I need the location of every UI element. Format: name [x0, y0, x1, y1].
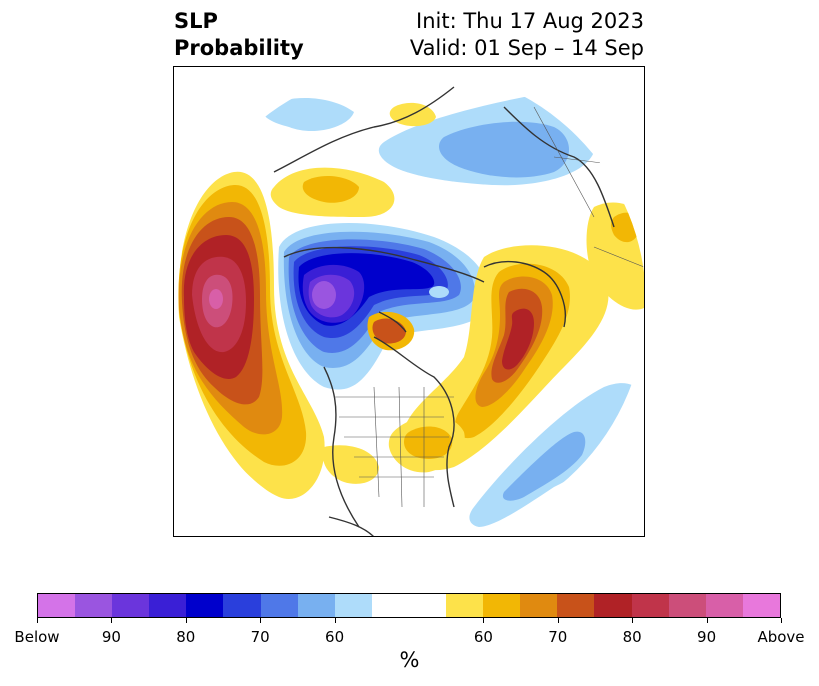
atlantic-below-region: [469, 383, 644, 527]
colorbar-tick-mark: [632, 618, 634, 623]
colorbar-segment: [334, 594, 372, 617]
chart-title: SLP Probability: [174, 8, 304, 62]
canada-below-region: [278, 223, 490, 390]
colorbar-segment: [223, 594, 261, 617]
colorbar-tick-label: 60: [325, 628, 345, 646]
valid-range: Valid: 01 Sep – 14 Sep: [409, 36, 644, 60]
colorbar-segment: [520, 594, 558, 617]
colorbar-segment: [742, 594, 780, 617]
colorbar-segment: [75, 594, 113, 617]
colorbar-tick-label: 90: [697, 628, 717, 646]
colorbar-segment: [483, 594, 521, 617]
colorbar-tick-mark: [706, 618, 708, 623]
coastlines: [273, 86, 615, 536]
colorbar-segment: [594, 594, 632, 617]
colorbar: [37, 593, 781, 618]
colorbar-tick-label: 70: [548, 628, 568, 646]
colorbar-tick-label: 90: [101, 628, 121, 646]
minor-above-patches: [270, 102, 644, 484]
colorbar-tick-mark: [185, 618, 187, 623]
map-canvas: [174, 67, 644, 536]
colorbar-tick-mark: [260, 618, 262, 623]
colorbar-tick-mark: [557, 618, 559, 623]
colorbar-tick-label: 60: [473, 628, 493, 646]
colorbar-tick-mark: [483, 618, 485, 623]
colorbar-segment: [408, 594, 447, 617]
colorbar-tick-label: Below: [14, 628, 60, 646]
colorbar-tick-label: 80: [622, 628, 642, 646]
colorbar-segment: [297, 594, 335, 617]
political-borders: [334, 106, 644, 508]
colorbar-segment: [149, 594, 187, 617]
colorbar-tick-mark: [111, 618, 113, 623]
chart-subtitle: Init: Thu 17 Aug 2023 Valid: 01 Sep – 14…: [410, 8, 644, 62]
colorbar-segment: [705, 594, 743, 617]
title-line2: Probability: [174, 36, 304, 60]
colorbar-segment: [668, 594, 706, 617]
colorbar-ticks: Below 90 80 70 60 60 70 80 90 Above: [0, 618, 819, 648]
colorbar-segment: [38, 594, 76, 617]
colorbar-tick-mark: [37, 618, 38, 623]
colorbar-segment: [112, 594, 150, 617]
title-line1: SLP: [174, 9, 218, 33]
colorbar-tick-label: Above: [757, 628, 805, 646]
arctic-below-region: [262, 96, 596, 186]
colorbar-unit-label: %: [399, 648, 420, 672]
colorbar-tick-mark: [334, 618, 336, 623]
colorbar-segment: [260, 594, 298, 617]
colorbar-segment: [371, 594, 409, 617]
colorbar-tick-label: 70: [250, 628, 270, 646]
colorbar-segment: [557, 594, 595, 617]
colorbar-tick-label: 80: [176, 628, 196, 646]
colorbar-tick-mark: [781, 618, 782, 623]
init-date: Init: Thu 17 Aug 2023: [416, 9, 644, 33]
probability-map: [173, 66, 645, 537]
colorbar-segment: [631, 594, 669, 617]
colorbar-segment: [446, 594, 484, 617]
colorbar-segment: [186, 594, 224, 617]
pacific-above-region: [178, 171, 325, 499]
